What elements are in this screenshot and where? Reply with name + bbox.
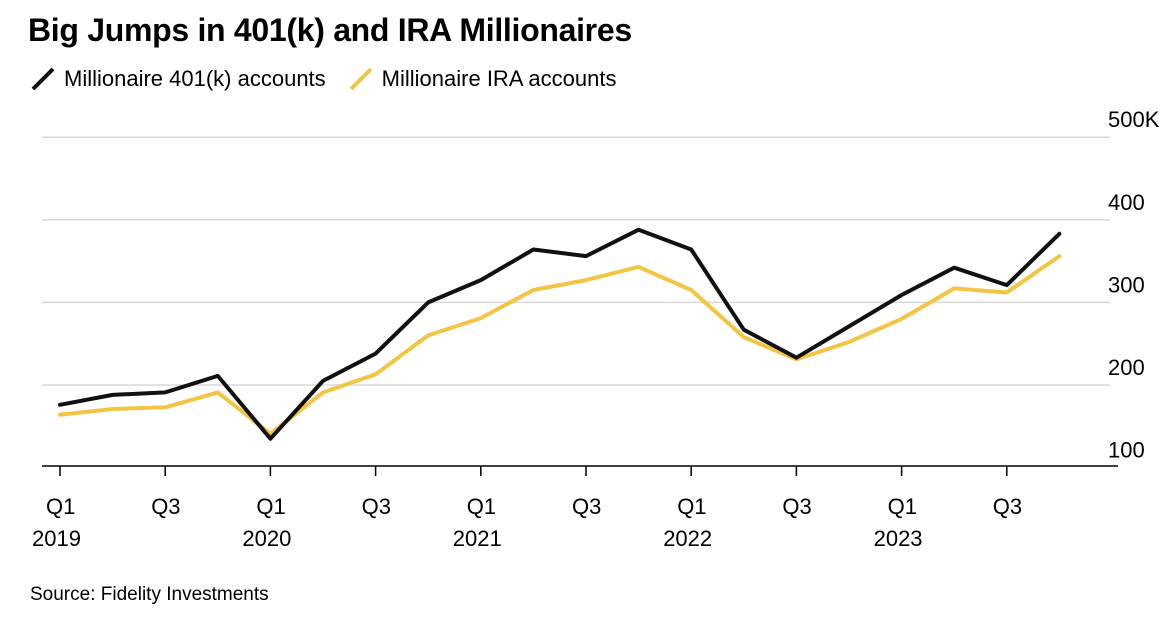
x-tick-year-label: 2020 [242, 526, 291, 551]
gridlines [42, 136, 1110, 386]
x-tick-label: Q1 [256, 494, 285, 519]
legend-label-ira: Millionaire IRA accounts [381, 66, 617, 91]
source-note: Source: Fidelity Investments [30, 584, 269, 605]
x-tick-label: Q3 [572, 494, 601, 519]
y-tick-label: 400 [1108, 190, 1145, 215]
x-tick-year-label: 2022 [663, 526, 712, 551]
y-tick-label: 100 [1108, 438, 1145, 463]
y-tick-label: 300 [1108, 272, 1145, 297]
x-tick-label: Q3 [362, 494, 391, 519]
legend-label-401k: Millionaire 401(k) accounts [64, 66, 326, 91]
series-lines [58, 227, 1062, 441]
series-line-ira [58, 254, 1062, 436]
x-tick-year-label: 2019 [32, 526, 81, 551]
y-tick-label: 200 [1108, 355, 1145, 380]
legend-swatch-ira [349, 67, 373, 91]
legend: Millionaire 401(k) accounts Millionaire … [30, 66, 638, 92]
x-tick-label: Q1 [888, 494, 917, 519]
x-axis [42, 465, 1118, 476]
chart-title: Big Jumps in 401(k) and IRA Millionaires [28, 12, 632, 48]
x-tick-label: Q1 [46, 494, 75, 519]
series-line-401k [58, 227, 1062, 441]
x-tick-year-label: 2021 [453, 526, 502, 551]
x-tick-label: Q3 [151, 494, 180, 519]
legend-item-ira: Millionaire IRA accounts [348, 66, 617, 92]
x-tick-label: Q1 [677, 494, 706, 519]
tick-labels: 100 200 300 400 500K Q1 2019 Q3 Q1 2020 Q3 Q1 2021 Q3… [32, 107, 1160, 551]
x-tick-label: Q1 [467, 494, 496, 519]
x-tick-label: Q3 [993, 494, 1022, 519]
legend-item-401k: Millionaire 401(k) accounts [30, 66, 326, 92]
x-tick-year-label: 2023 [874, 526, 923, 551]
y-tick-label: 500K [1108, 107, 1160, 132]
x-tick-label: Q3 [782, 494, 811, 519]
legend-swatch-401k [31, 67, 55, 91]
